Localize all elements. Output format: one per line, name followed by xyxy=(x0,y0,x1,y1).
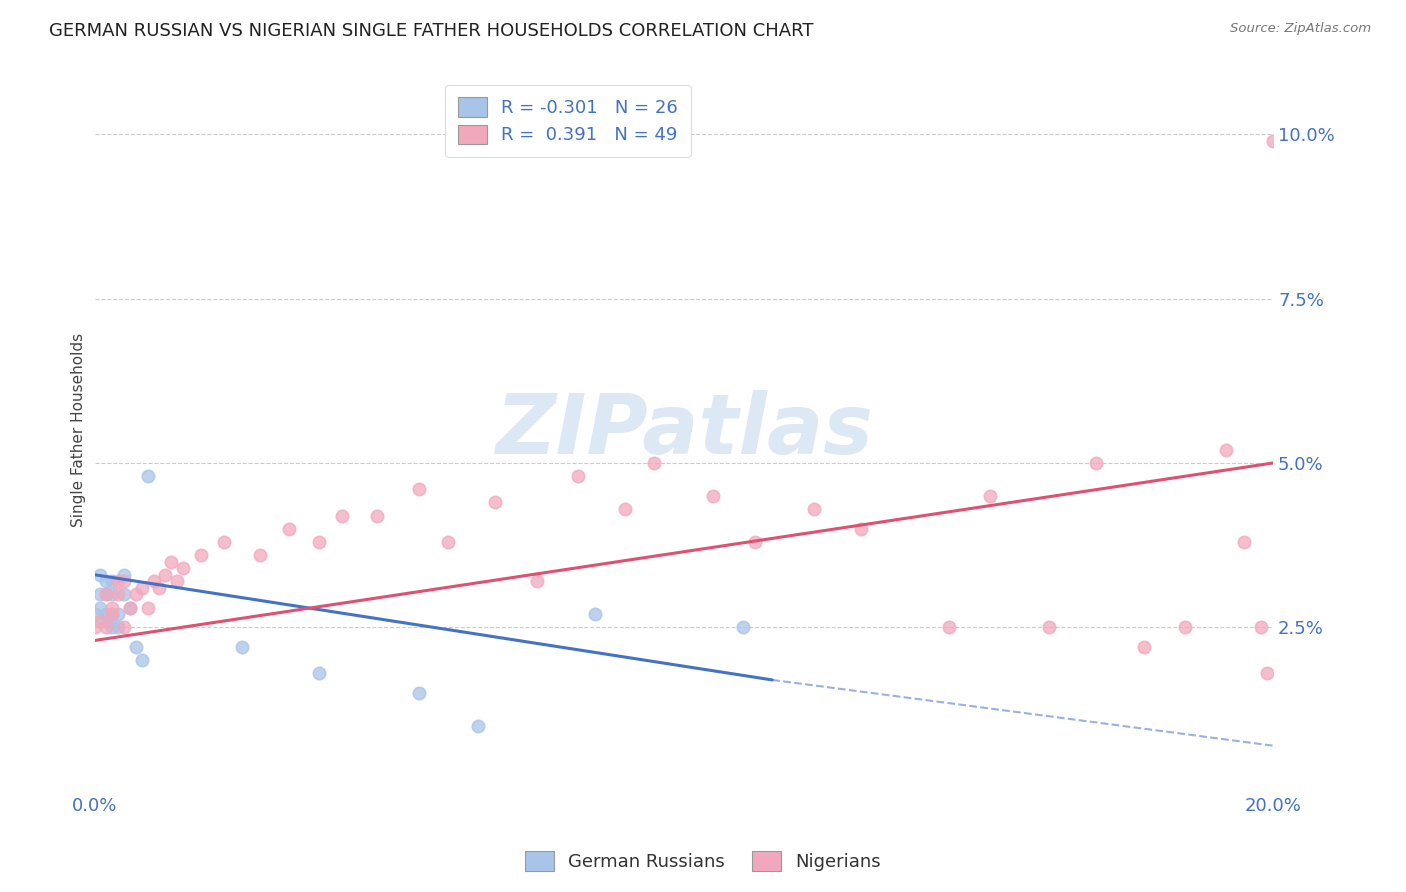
Point xyxy=(585,607,607,622)
Point xyxy=(96,587,118,601)
Point xyxy=(101,600,124,615)
Point xyxy=(89,614,111,628)
Point xyxy=(803,502,825,516)
Point xyxy=(89,587,111,601)
Point xyxy=(330,508,353,523)
Point xyxy=(408,686,430,700)
Point xyxy=(101,607,124,622)
Point xyxy=(112,620,135,634)
Point xyxy=(1250,620,1272,634)
Point xyxy=(136,600,159,615)
Point xyxy=(643,456,665,470)
Point xyxy=(484,495,506,509)
Point xyxy=(1085,456,1108,470)
Point xyxy=(101,574,124,589)
Legend: R = -0.301   N = 26, R =  0.391   N = 49: R = -0.301 N = 26, R = 0.391 N = 49 xyxy=(446,85,690,157)
Point xyxy=(190,548,212,562)
Point xyxy=(107,587,129,601)
Point xyxy=(136,469,159,483)
Point xyxy=(526,574,548,589)
Point xyxy=(131,581,153,595)
Point xyxy=(212,534,235,549)
Point xyxy=(613,502,636,516)
Point xyxy=(142,574,165,589)
Point xyxy=(96,614,118,628)
Point xyxy=(83,607,105,622)
Point xyxy=(938,620,960,634)
Point xyxy=(118,600,141,615)
Point xyxy=(166,574,188,589)
Point xyxy=(107,574,129,589)
Point xyxy=(148,581,170,595)
Text: ZIPatlas: ZIPatlas xyxy=(495,390,873,471)
Point xyxy=(112,567,135,582)
Text: Source: ZipAtlas.com: Source: ZipAtlas.com xyxy=(1230,22,1371,36)
Point xyxy=(96,620,118,634)
Point xyxy=(112,587,135,601)
Point xyxy=(408,483,430,497)
Point xyxy=(112,574,135,589)
Point xyxy=(107,607,129,622)
Point xyxy=(366,508,388,523)
Point xyxy=(125,640,148,654)
Point xyxy=(89,567,111,582)
Point xyxy=(101,587,124,601)
Point xyxy=(979,489,1001,503)
Text: GERMAN RUSSIAN VS NIGERIAN SINGLE FATHER HOUSEHOLDS CORRELATION CHART: GERMAN RUSSIAN VS NIGERIAN SINGLE FATHER… xyxy=(49,22,814,40)
Point xyxy=(83,620,105,634)
Point xyxy=(231,640,253,654)
Point xyxy=(118,600,141,615)
Point xyxy=(437,534,460,549)
Point xyxy=(567,469,589,483)
Point xyxy=(1233,534,1256,549)
Point xyxy=(160,555,183,569)
Point xyxy=(1174,620,1197,634)
Point xyxy=(1256,666,1278,681)
Point xyxy=(96,574,118,589)
Point xyxy=(1038,620,1060,634)
Point xyxy=(249,548,271,562)
Point xyxy=(101,620,124,634)
Point xyxy=(131,653,153,667)
Point xyxy=(849,522,872,536)
Point xyxy=(1132,640,1154,654)
Point xyxy=(155,567,177,582)
Point xyxy=(1263,134,1285,148)
Point xyxy=(107,620,129,634)
Point xyxy=(278,522,301,536)
Point xyxy=(125,587,148,601)
Point xyxy=(467,719,489,733)
Point xyxy=(744,534,766,549)
Point xyxy=(702,489,724,503)
Point xyxy=(1215,442,1237,457)
Point xyxy=(308,666,330,681)
Y-axis label: Single Father Households: Single Father Households xyxy=(72,333,86,527)
Point xyxy=(96,607,118,622)
Point xyxy=(89,600,111,615)
Point xyxy=(96,587,118,601)
Point xyxy=(731,620,754,634)
Legend: German Russians, Nigerians: German Russians, Nigerians xyxy=(517,844,889,879)
Point xyxy=(101,607,124,622)
Point xyxy=(172,561,194,575)
Point xyxy=(308,534,330,549)
